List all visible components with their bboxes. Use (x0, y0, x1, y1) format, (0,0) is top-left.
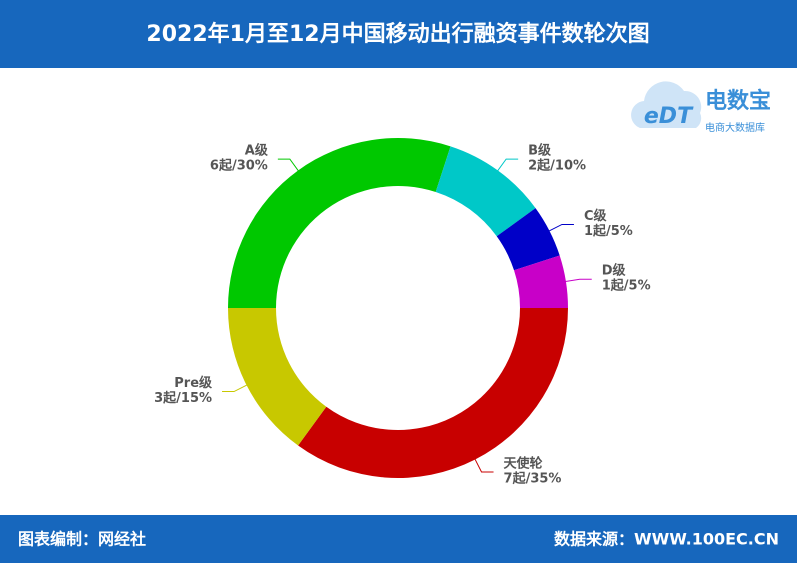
leader-line (547, 223, 574, 233)
value-label: 7起/35% (504, 470, 562, 486)
category-label: D级 (602, 263, 627, 279)
logo-mark: eDT (644, 104, 694, 129)
logo-cloud (631, 81, 702, 128)
footer-band (0, 515, 797, 563)
donut-segment (514, 255, 568, 308)
category-label: B级 (528, 143, 552, 159)
value-label: 3起/15% (154, 390, 212, 406)
donut-segment (228, 308, 327, 446)
leader-line (563, 278, 592, 283)
value-label: 2起/10% (528, 158, 586, 174)
leader-line (473, 457, 494, 473)
logo: eDT 电数宝 电商大数据库 (631, 81, 771, 134)
leader-line (222, 383, 249, 393)
logo-name: 电数宝 (705, 88, 771, 114)
value-label: 6起/30% (210, 158, 268, 174)
category-label: Pre级 (174, 375, 213, 391)
donut-segment (298, 308, 568, 479)
logo-tagline: 电商大数据库 (705, 121, 765, 134)
category-label: C级 (584, 208, 608, 224)
value-label: 1起/5% (602, 278, 651, 294)
value-label: 1起/5% (584, 223, 633, 239)
donut-segment (435, 146, 536, 237)
donut-segment (228, 138, 451, 308)
leader-line (496, 158, 519, 173)
leader-line (277, 158, 300, 173)
header-band (0, 0, 797, 68)
footer-right: 数据来源：WWW.100EC.CN (554, 530, 779, 549)
category-label: A级 (245, 143, 269, 159)
donut-segment (496, 208, 560, 271)
footer-left: 图表编制：网经社 (18, 530, 146, 549)
chart-title: 2022年1月至12月中国移动出行融资事件数轮次图 (146, 21, 649, 47)
category-label: 天使轮 (504, 455, 543, 471)
